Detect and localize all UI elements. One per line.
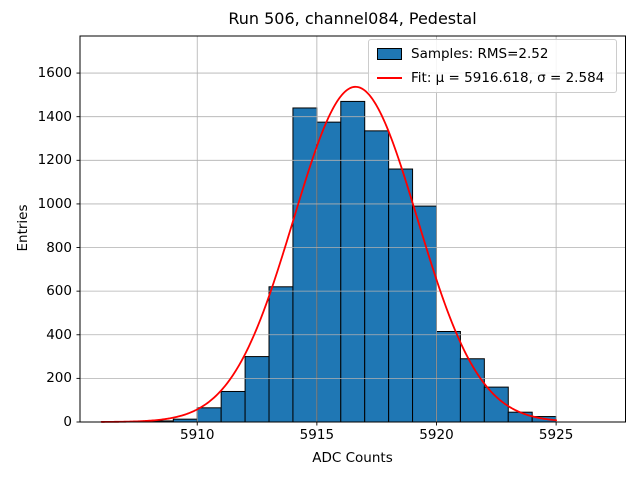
- axes-spines: [79, 35, 626, 423]
- fit-line-swatch-icon: [377, 77, 402, 79]
- histogram-swatch-icon: [377, 48, 402, 60]
- x-tick-label: 5915: [299, 427, 335, 443]
- legend-entry-samples: Samples: RMS=2.52: [377, 44, 608, 65]
- histogram-bar: [220, 390, 246, 423]
- y-tick-label: 800: [46, 239, 72, 256]
- histogram-bar: [459, 358, 485, 423]
- y-tick-label: 600: [46, 283, 72, 300]
- x-axis-label: ADC Counts: [312, 450, 393, 466]
- y-tick-label: 200: [46, 370, 72, 387]
- y-tick-label: 1400: [37, 108, 72, 125]
- x-tick-label: 5910: [180, 427, 215, 443]
- chart-title: Run 506, channel084, Pedestal: [228, 9, 477, 28]
- legend-entry-fit: Fit: μ = 5916.618, σ = 2.584: [377, 68, 608, 89]
- histogram-bar: [435, 331, 461, 423]
- histogram-bar: [340, 100, 366, 423]
- legend-label-samples: Samples: RMS=2.52: [411, 46, 549, 62]
- y-tick-label: 400: [46, 326, 72, 343]
- legend: Samples: RMS=2.52 Fit: μ = 5916.618, σ =…: [368, 39, 617, 93]
- histogram-bar: [316, 121, 342, 423]
- y-tick-label: 1600: [37, 65, 72, 82]
- legend-label-fit: Fit: μ = 5916.618, σ = 2.584: [411, 70, 605, 86]
- y-tick-label: 1200: [37, 152, 72, 169]
- histogram-bar: [507, 411, 533, 423]
- histogram-bar: [268, 286, 294, 423]
- x-tick-label: 5920: [419, 427, 454, 443]
- histogram-bar: [388, 168, 414, 423]
- y-tick-label: 1000: [37, 195, 72, 212]
- histogram-bar: [196, 407, 222, 423]
- y-tick-label: 0: [63, 414, 72, 430]
- histogram-bar: [244, 356, 270, 423]
- histogram-bar: [412, 205, 437, 423]
- x-tick-label: 5925: [538, 427, 574, 443]
- fit-curve: [100, 85, 558, 423]
